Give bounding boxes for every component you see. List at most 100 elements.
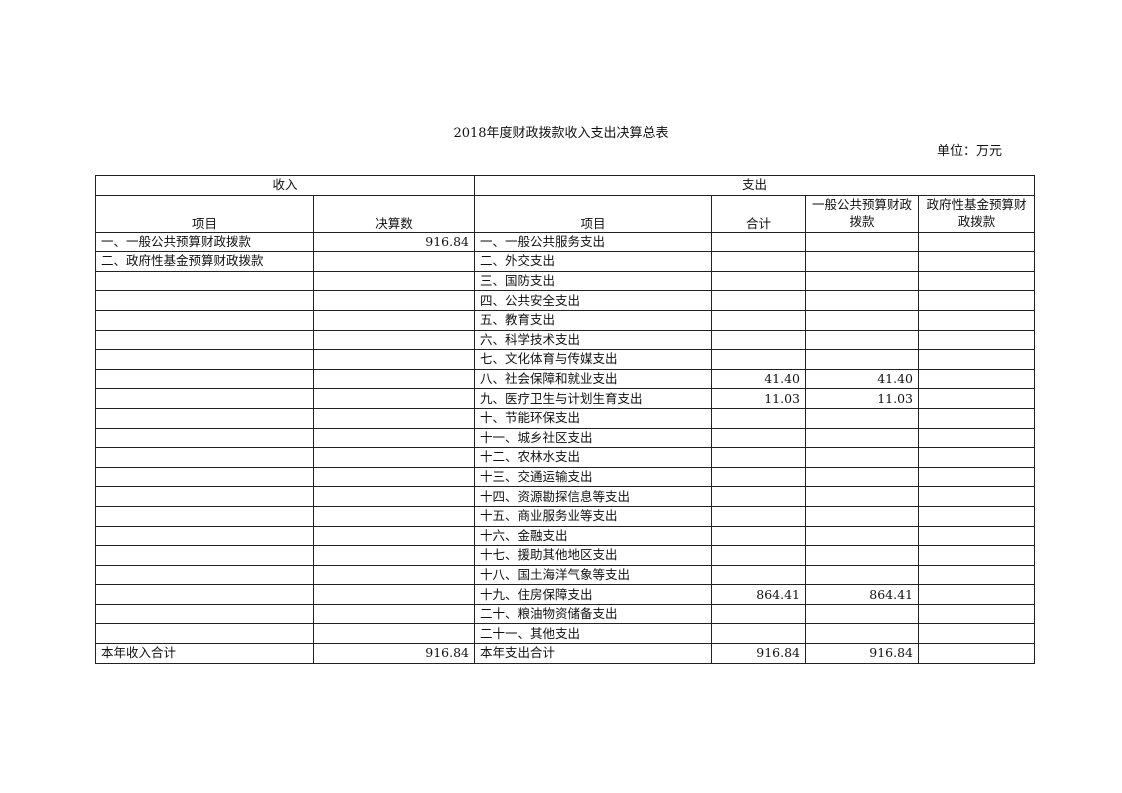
cell-income-amount <box>312 466 476 488</box>
cell-fund <box>918 564 1036 586</box>
table-row: 十、节能环保支出 <box>95 407 1036 429</box>
cell-fund <box>918 623 1036 645</box>
cell-total: 41.40 <box>711 368 807 390</box>
table-body: 一、一般公共预算财政拨款 916.84 一、一般公共服务支出 二、政府性基金预算财政拨… <box>95 231 1036 664</box>
cell-income-amount <box>312 447 476 468</box>
cell-fund <box>918 290 1036 311</box>
cell-total <box>711 447 807 468</box>
cell-income-item <box>95 466 314 488</box>
page-title: 2018年度财政拨款收入支出决算总表 <box>453 126 669 141</box>
cell-income-amount: 916.84 <box>312 231 476 253</box>
income-item-header: 项目 <box>95 194 314 233</box>
cell-general <box>805 427 920 449</box>
cell-expense-item: 二十、粮油物资储备支出 <box>474 603 713 625</box>
cell-general <box>805 525 920 547</box>
cell-general <box>805 231 920 253</box>
cell-expense-item: 十六、金融支出 <box>474 525 713 547</box>
cell-expense-item: 十七、援助其他地区支出 <box>474 545 713 566</box>
expense-header: 支出 <box>474 175 1036 196</box>
cell-fund <box>918 427 1036 449</box>
cell-expense-item: 十二、农林水支出 <box>474 447 713 468</box>
cell-total <box>711 329 807 351</box>
table-row: 十二、农林水支出 <box>95 447 1036 468</box>
cell-total <box>711 545 807 566</box>
cell-general <box>805 290 920 311</box>
expense-item-header: 项目 <box>474 194 713 233</box>
cell-fund <box>918 407 1036 429</box>
table-row: 十四、资源勘探信息等支出 <box>95 486 1036 507</box>
cell-total: 11.03 <box>711 388 807 409</box>
cell-income-amount <box>312 251 476 272</box>
cell-income-amount <box>312 290 476 311</box>
cell-general: 11.03 <box>805 388 920 409</box>
cell-expense-item: 五、教育支出 <box>474 309 713 331</box>
cell-total <box>711 486 807 507</box>
table-row: 十五、商业服务业等支出 <box>95 505 1036 527</box>
cell-total <box>711 564 807 586</box>
table-row: 二十一、其他支出 <box>95 623 1036 645</box>
cell-total <box>711 290 807 311</box>
cell-general <box>805 603 920 625</box>
cell-income-item <box>95 486 314 507</box>
cell-income-item <box>95 545 314 566</box>
table-row: 二十、粮油物资储备支出 <box>95 603 1036 625</box>
cell-expense-item: 十四、资源勘探信息等支出 <box>474 486 713 507</box>
cell-total <box>711 407 807 429</box>
cell-expense-item: 十一、城乡社区支出 <box>474 427 713 449</box>
cell-general <box>805 309 920 331</box>
cell-income-item <box>95 447 314 468</box>
cell-income-amount <box>312 545 476 566</box>
table-row: 七、文化体育与传媒支出 <box>95 349 1036 370</box>
cell-income-amount <box>312 525 476 547</box>
table-row: 二、政府性基金预算财政拨款 二、外交支出 <box>95 251 1036 272</box>
cell-total <box>711 231 807 253</box>
cell-total <box>711 525 807 547</box>
cell-general <box>805 251 920 272</box>
cell-general: 41.40 <box>805 368 920 390</box>
cell-total <box>711 349 807 370</box>
cell-expense-item: 一、一般公共服务支出 <box>474 231 713 253</box>
cell-expense-item: 十三、交通运输支出 <box>474 466 713 488</box>
cell-total <box>711 309 807 331</box>
cell-income-amount <box>312 603 476 625</box>
expense-general-header: 一般公共预算财政拨款 <box>805 194 920 233</box>
cell-general <box>805 486 920 507</box>
cell-income-amount <box>312 427 476 449</box>
cell-fund <box>918 505 1036 527</box>
cell-expense-item: 七、文化体育与传媒支出 <box>474 349 713 370</box>
cell-fund <box>918 388 1036 409</box>
cell-fund <box>918 368 1036 390</box>
cell-fund <box>918 251 1036 272</box>
table-row: 十八、国土海洋气象等支出 <box>95 564 1036 586</box>
cell-fund <box>918 329 1036 351</box>
cell-expense-item: 六、科学技术支出 <box>474 329 713 351</box>
cell-expense-item: 本年支出合计 <box>474 643 713 664</box>
cell-total: 916.84 <box>711 643 807 664</box>
table-row: 三、国防支出 <box>95 270 1036 292</box>
cell-expense-item: 八、社会保障和就业支出 <box>474 368 713 390</box>
cell-income-item <box>95 407 314 429</box>
cell-income-item <box>95 564 314 586</box>
cell-income-amount <box>312 505 476 527</box>
cell-income-item <box>95 505 314 527</box>
cell-expense-item: 十九、住房保障支出 <box>474 584 713 605</box>
table-row: 本年收入合计 916.84 本年支出合计 916.84 916.84 <box>95 643 1036 664</box>
cell-income-amount: 916.84 <box>312 643 476 664</box>
cell-income-item: 本年收入合计 <box>95 643 314 664</box>
cell-total <box>711 603 807 625</box>
income-header: 收入 <box>94 175 476 196</box>
cell-fund <box>918 584 1036 605</box>
cell-total: 864.41 <box>711 584 807 605</box>
cell-general <box>805 505 920 527</box>
cell-income-item: 一、一般公共预算财政拨款 <box>95 231 314 253</box>
unit-label: 单位：万元 <box>936 144 1002 159</box>
table-row: 四、公共安全支出 <box>95 290 1036 311</box>
cell-fund <box>918 643 1036 664</box>
cell-general: 864.41 <box>805 584 920 605</box>
cell-income-amount <box>312 270 476 292</box>
cell-general <box>805 329 920 351</box>
cell-income-amount <box>312 407 476 429</box>
cell-income-item <box>95 525 314 547</box>
cell-expense-item: 十五、商业服务业等支出 <box>474 505 713 527</box>
cell-expense-item: 十、节能环保支出 <box>474 407 713 429</box>
